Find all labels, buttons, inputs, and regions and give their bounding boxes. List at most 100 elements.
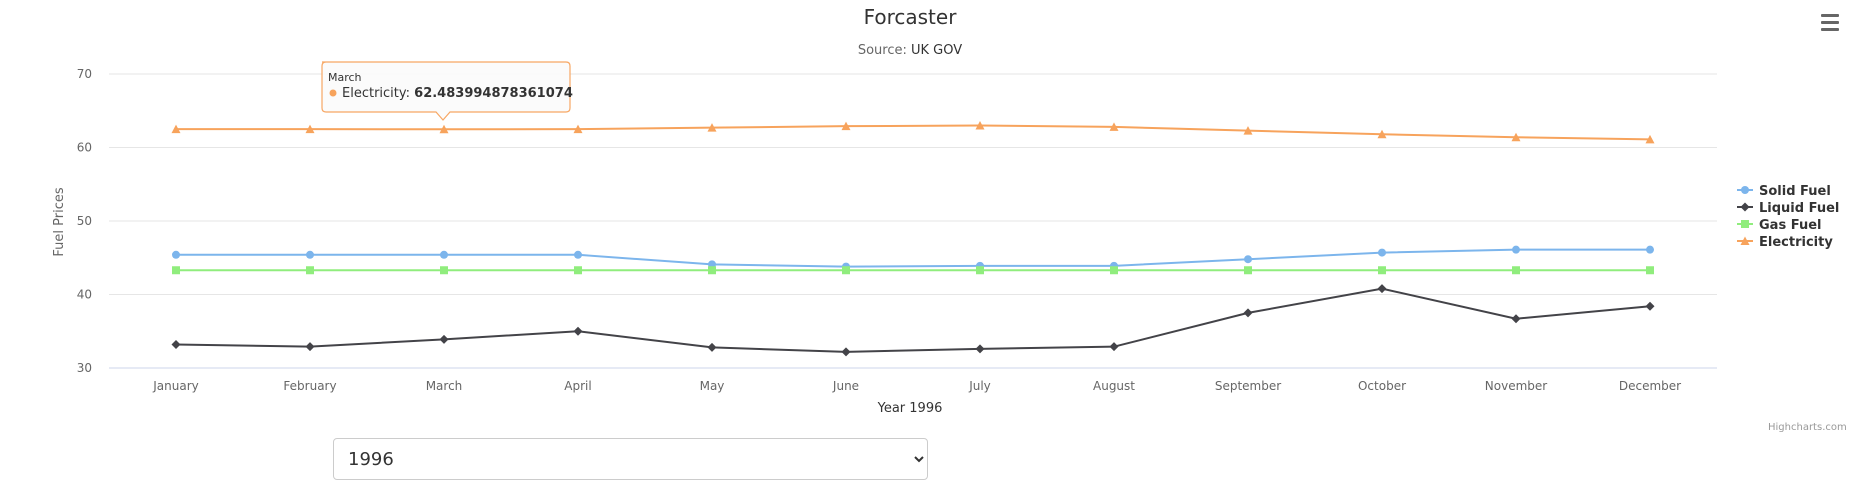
data-point-marker[interactable] <box>172 250 180 259</box>
data-point-marker[interactable] <box>975 120 985 130</box>
series-line <box>176 248 1650 268</box>
data-point-marker[interactable] <box>573 124 583 134</box>
data-point-marker[interactable] <box>1511 132 1521 142</box>
data-point-marker[interactable] <box>1110 266 1118 275</box>
data-point-marker[interactable] <box>1645 301 1655 311</box>
data-point-marker[interactable] <box>1512 266 1520 275</box>
data-point-marker[interactable] <box>1645 134 1655 144</box>
series-gas-fuel <box>172 266 1654 275</box>
data-point-marker[interactable] <box>1741 186 1749 194</box>
data-point-marker[interactable] <box>1377 129 1387 139</box>
data-point-marker[interactable] <box>1740 202 1750 212</box>
legend-item[interactable]: Gas Fuel <box>1737 218 1821 233</box>
data-point-marker[interactable] <box>841 121 851 131</box>
data-point-marker[interactable] <box>1512 245 1520 254</box>
chart-menu-button[interactable] <box>1818 10 1842 34</box>
legend-label: Gas Fuel <box>1759 218 1821 233</box>
data-point-marker[interactable] <box>1243 308 1253 318</box>
data-point-marker[interactable] <box>573 326 583 336</box>
x-tick-label: March <box>426 379 463 393</box>
y-axis-label: Fuel Prices <box>52 187 67 256</box>
legend-item[interactable]: Liquid Fuel <box>1737 201 1839 216</box>
data-point-marker[interactable] <box>1109 122 1119 131</box>
data-point-marker[interactable] <box>1109 342 1119 352</box>
chart-subtitle: Source: UK GOV <box>858 43 962 58</box>
legend: Solid Fuel Liquid Fuel Gas Fuel Electricity <box>1737 184 1839 250</box>
data-point-marker[interactable] <box>305 124 315 134</box>
y-axis-ticks: 30 40 50 60 70 <box>77 67 92 375</box>
tooltip-series-name: Electricity <box>342 86 407 101</box>
data-point-marker[interactable] <box>171 124 181 134</box>
data-point-marker[interactable] <box>1740 236 1750 246</box>
y-tick-label: 70 <box>77 67 92 81</box>
year-select[interactable]: 1996 <box>333 438 928 480</box>
data-point-marker[interactable] <box>440 250 448 259</box>
data-point-marker[interactable] <box>574 266 582 275</box>
data-point-marker[interactable] <box>975 344 985 354</box>
x-tick-label: September <box>1215 379 1281 393</box>
series-line <box>175 287 1651 353</box>
grid-lines <box>109 73 1717 369</box>
tooltip-line: Electricity: 62.483994878361074 <box>342 86 573 101</box>
data-point-marker[interactable] <box>841 347 851 357</box>
x-tick-label: May <box>700 379 725 393</box>
hamburger-icon-bar <box>1821 21 1839 24</box>
y-tick-label: 40 <box>77 288 92 302</box>
data-point-marker[interactable] <box>1244 255 1252 264</box>
credits-link[interactable]: Highcharts.com <box>1768 422 1847 433</box>
data-point-marker[interactable] <box>976 266 984 275</box>
legend-label: Liquid Fuel <box>1759 201 1839 216</box>
tooltip-value: 62.483994878361074 <box>414 86 573 101</box>
x-tick-label: June <box>832 379 859 393</box>
y-tick-label: 60 <box>77 141 92 155</box>
x-tick-label: November <box>1485 379 1547 393</box>
x-tick-label: August <box>1093 379 1135 393</box>
x-axis-ticks: January February March April May June July Augu… <box>152 379 1681 393</box>
y-tick-label: 30 <box>77 361 92 375</box>
data-point-marker[interactable] <box>1378 266 1386 275</box>
x-tick-label: July <box>968 379 991 393</box>
series-liquid-fuel <box>171 284 1655 357</box>
data-point-marker[interactable] <box>1243 126 1253 135</box>
data-point-marker[interactable] <box>574 250 582 259</box>
data-point-marker[interactable] <box>707 123 717 132</box>
data-point-marker[interactable] <box>1511 314 1521 324</box>
data-point-marker[interactable] <box>1244 266 1252 275</box>
x-tick-label: February <box>283 379 336 393</box>
hamburger-icon <box>1821 14 1839 17</box>
data-point-marker[interactable] <box>707 342 717 352</box>
x-axis-label: Year 1996 <box>877 401 943 416</box>
data-point-marker[interactable] <box>1741 220 1749 228</box>
data-point-marker[interactable] <box>1378 248 1386 257</box>
x-tick-label: April <box>564 379 591 393</box>
data-point-marker[interactable] <box>439 124 449 134</box>
series-group <box>171 120 1655 357</box>
data-point-marker[interactable] <box>1646 266 1654 275</box>
tooltip: March Electricity: 62.483994878361074 <box>321 61 573 121</box>
x-tick-label: October <box>1358 379 1406 393</box>
x-tick-label: December <box>1619 379 1681 393</box>
data-point-marker[interactable] <box>708 266 716 275</box>
data-point-marker[interactable] <box>306 250 314 259</box>
legend-item[interactable]: Solid Fuel <box>1737 184 1831 199</box>
data-point-marker[interactable] <box>1377 284 1387 294</box>
series-line <box>176 124 1651 141</box>
legend-item[interactable]: Electricity <box>1737 235 1833 250</box>
data-point-marker[interactable] <box>306 266 314 275</box>
data-point-marker[interactable] <box>1646 245 1654 254</box>
chart-title: Forcaster <box>864 5 958 29</box>
subtitle-link[interactable]: UK GOV <box>911 43 962 58</box>
data-point-marker[interactable] <box>171 339 181 349</box>
series-solid-fuel <box>172 245 1654 271</box>
data-point-marker[interactable] <box>842 266 850 275</box>
legend-label: Electricity <box>1759 235 1833 250</box>
data-point-marker[interactable] <box>172 266 180 275</box>
x-tick-label: January <box>152 379 199 393</box>
y-tick-label: 50 <box>77 214 92 228</box>
tooltip-series-dot <box>329 89 337 97</box>
legend-label: Solid Fuel <box>1759 184 1831 199</box>
data-point-marker[interactable] <box>305 342 315 352</box>
data-point-marker[interactable] <box>440 266 448 275</box>
data-point-marker[interactable] <box>439 334 449 344</box>
